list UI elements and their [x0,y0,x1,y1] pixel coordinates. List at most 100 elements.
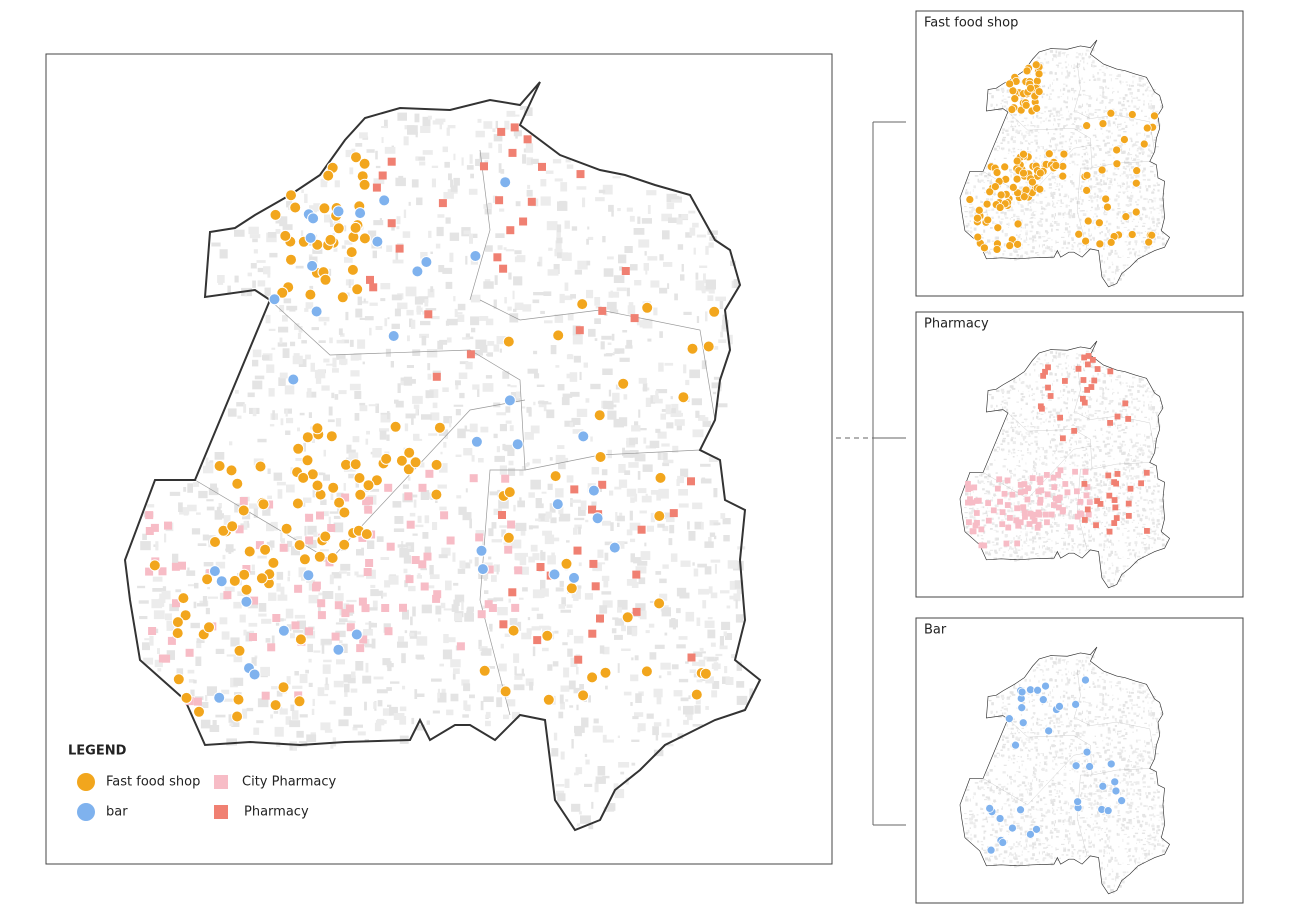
marker [1072,468,1078,475]
marker [1045,364,1051,371]
marker [1082,469,1089,475]
marker [973,232,983,242]
marker [1112,159,1122,169]
marker [1082,186,1092,195]
marker [1042,511,1049,518]
marker [1059,149,1069,159]
marker [313,550,326,563]
marker [1088,384,1095,390]
marker [172,599,180,608]
marker [992,168,1002,177]
marker [365,559,374,567]
marker [285,189,297,202]
marker [577,689,590,702]
marker [242,565,251,573]
marker [185,648,194,657]
marker [1114,471,1121,477]
legend-swatch [214,775,228,789]
marker [1013,240,1022,249]
marker [287,373,300,386]
marker [332,643,345,656]
marker [1097,500,1104,507]
marker [235,525,244,534]
marker [411,556,420,564]
marker [249,633,257,641]
marker [1038,487,1045,494]
marker [1025,485,1031,492]
marker [576,170,585,179]
panels: Fast food shop Pharmacy Bar [915,10,1244,904]
marker [418,483,427,492]
marker [640,665,653,678]
marker [519,217,528,226]
marker [386,542,395,551]
marker [527,197,536,206]
marker [998,838,1008,847]
marker [1127,485,1134,492]
marker [1084,361,1091,368]
marker [1121,212,1131,222]
marker [1005,79,1015,89]
marker [608,541,621,554]
marker [617,377,630,390]
marker [358,232,371,245]
marker [145,511,154,520]
marker [1016,805,1025,815]
marker [305,627,313,636]
marker [1051,484,1058,490]
marker [995,203,1005,212]
marker [312,583,320,592]
marker [293,539,306,552]
marker [356,644,365,653]
marker [1071,700,1080,709]
marker [499,264,508,273]
marker [1112,145,1122,155]
marker [538,162,546,171]
marker [1107,420,1113,426]
marker [533,636,542,645]
legend-label: Pharmacy [244,805,309,820]
marker [369,283,378,292]
marker [213,691,226,704]
marker [1028,177,1037,187]
marker [1125,512,1132,519]
marker [384,627,393,636]
marker [1026,521,1033,527]
marker [1144,237,1154,247]
marker [974,205,984,215]
marker [317,599,326,608]
marker [499,620,508,629]
marker [965,481,971,487]
marker [171,616,184,629]
marker [1139,139,1149,149]
marker [548,568,561,581]
marker [621,267,630,275]
marker [995,814,1005,823]
marker [291,621,300,630]
marker [1042,368,1048,375]
marker [316,511,324,520]
marker [589,559,598,568]
marker [1117,796,1126,806]
marker [973,510,980,516]
marker [1125,416,1132,422]
marker [1081,399,1088,406]
marker [1081,517,1088,523]
marker [501,474,510,483]
marker [1106,492,1113,499]
marker [978,542,985,549]
marker [560,557,573,570]
marker [488,604,497,612]
marker [1012,174,1022,184]
marker [430,488,443,501]
marker [440,511,449,520]
marker [653,597,666,610]
marker [1044,726,1054,736]
marker [1035,509,1042,516]
marker [272,614,281,622]
marker [497,127,506,136]
marker [1120,135,1129,144]
marker [985,500,992,506]
marker [432,594,441,603]
legend-title: LEGEND [68,744,127,759]
